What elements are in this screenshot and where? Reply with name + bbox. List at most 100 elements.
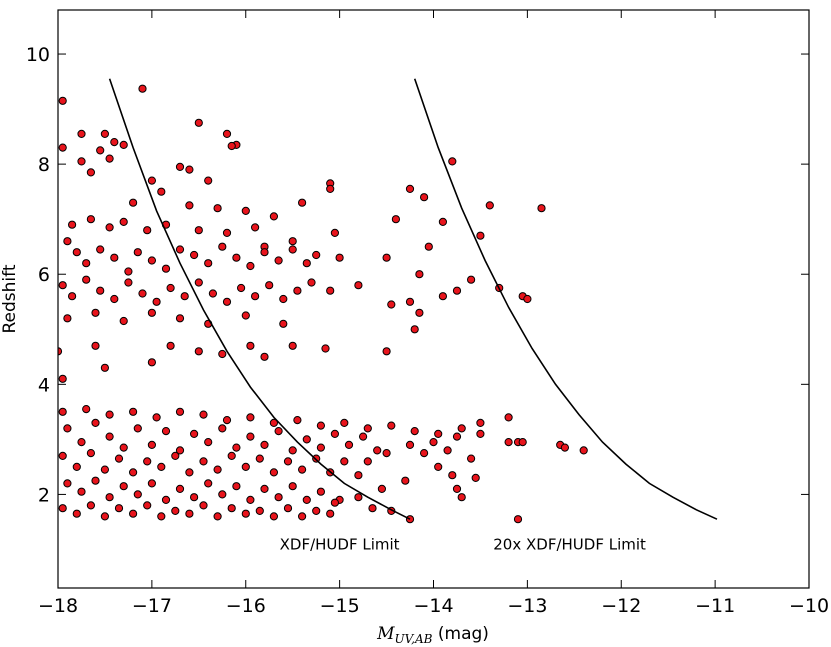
data-point-132 — [246, 413, 255, 422]
data-point-57 — [288, 341, 297, 350]
data-point-92 — [110, 294, 119, 304]
data-point-212 — [298, 465, 307, 474]
data-point-178 — [147, 440, 156, 449]
data-point-231 — [260, 484, 269, 493]
data-point-56 — [382, 347, 391, 356]
data-point-13 — [86, 168, 96, 177]
data-point-181 — [190, 429, 199, 438]
data-point-201 — [143, 457, 152, 466]
data-point-246 — [185, 509, 194, 518]
data-point-240 — [100, 512, 110, 521]
data-point-33 — [391, 215, 400, 224]
data-point-87 — [312, 250, 321, 260]
x-tick-label-4: −14 — [413, 595, 453, 617]
data-point-224 — [161, 495, 171, 504]
data-point-70 — [82, 259, 91, 268]
data-point-187 — [274, 427, 283, 436]
data-point-164 — [429, 438, 438, 447]
data-point-16 — [175, 162, 185, 171]
data-point-127 — [129, 407, 138, 416]
data-point-29 — [213, 204, 222, 213]
data-point-154 — [452, 484, 462, 493]
data-point-137 — [363, 424, 372, 433]
data-point-173 — [77, 438, 86, 447]
data-point-241 — [114, 504, 124, 513]
data-point-210 — [269, 468, 278, 477]
data-point-158 — [434, 462, 443, 471]
data-point-245 — [171, 506, 180, 515]
data-point-144 — [504, 438, 513, 447]
data-point-98 — [194, 278, 203, 287]
x-tick-label-6: −12 — [601, 595, 641, 617]
data-point-58 — [260, 352, 269, 361]
data-point-235 — [316, 487, 325, 496]
data-point-80 — [218, 242, 227, 251]
data-point-66 — [91, 341, 100, 350]
data-point-42 — [415, 270, 424, 279]
x-axis-label: MUV,AB (mag) — [376, 624, 489, 646]
x-tick-label-5: −13 — [507, 595, 547, 617]
data-point-192 — [344, 440, 354, 449]
x-tick-label-3: −15 — [320, 595, 360, 617]
data-point-142 — [476, 418, 485, 427]
data-point-110 — [119, 217, 128, 226]
data-point-170 — [354, 493, 363, 502]
data-point-189 — [302, 435, 311, 444]
data-point-156 — [457, 493, 466, 502]
data-point-227 — [204, 479, 213, 488]
data-point-252 — [269, 512, 278, 521]
y-tick-label-2: 6 — [38, 264, 50, 286]
data-point-113 — [194, 226, 203, 235]
data-point-216 — [354, 471, 363, 480]
limit-curves — [108, 78, 718, 520]
data-point-239 — [86, 501, 96, 510]
data-point-1 — [138, 84, 147, 93]
data-point-75 — [147, 256, 156, 265]
data-point-237 — [58, 504, 67, 513]
data-point-24 — [485, 201, 494, 210]
data-point-120 — [175, 314, 185, 323]
data-point-53 — [410, 325, 419, 334]
data-point-72 — [110, 253, 119, 262]
limit-curve-2 — [413, 78, 718, 520]
data-point-30 — [241, 206, 250, 215]
data-point-83 — [260, 248, 269, 257]
data-point-155 — [471, 473, 480, 482]
data-point-12 — [77, 157, 86, 166]
data-point-209 — [255, 454, 264, 463]
data-point-122 — [241, 311, 250, 320]
data-point-229 — [232, 482, 241, 491]
x-axis-label-subscript: UV,AB — [395, 632, 433, 646]
data-point-168 — [401, 476, 410, 485]
data-point-100 — [222, 297, 232, 306]
data-point-54 — [415, 308, 424, 317]
data-point-149 — [579, 446, 588, 455]
data-point-36 — [424, 242, 433, 251]
data-point-34 — [438, 217, 447, 226]
data-point-146 — [518, 438, 527, 447]
x-tick-label-2: −16 — [226, 595, 266, 617]
data-point-116 — [63, 314, 72, 323]
data-point-217 — [63, 479, 72, 488]
data-point-31 — [269, 212, 278, 221]
data-point-130 — [199, 410, 208, 419]
axis-ticks: −18 −17 −16 −15 −14 −13 −12 −11 −10 2 4 6 8 10 — [26, 10, 829, 617]
data-point-20 — [326, 184, 335, 193]
data-point-126 — [105, 410, 114, 419]
data-point-101 — [237, 283, 246, 293]
data-point-163 — [452, 432, 462, 441]
data-point-129 — [175, 407, 185, 416]
data-point-88 — [58, 281, 67, 290]
data-point-218 — [77, 487, 86, 496]
data-point-59 — [246, 341, 255, 350]
data-point-49 — [405, 297, 415, 306]
y-tick-label-0: 2 — [38, 484, 50, 506]
data-point-11 — [96, 146, 105, 155]
data-point-35 — [476, 231, 485, 240]
data-point-6 — [58, 143, 67, 152]
data-point-236 — [330, 498, 339, 507]
data-point-243 — [143, 501, 152, 510]
data-point-125 — [82, 405, 91, 414]
data-point-106 — [307, 278, 316, 287]
